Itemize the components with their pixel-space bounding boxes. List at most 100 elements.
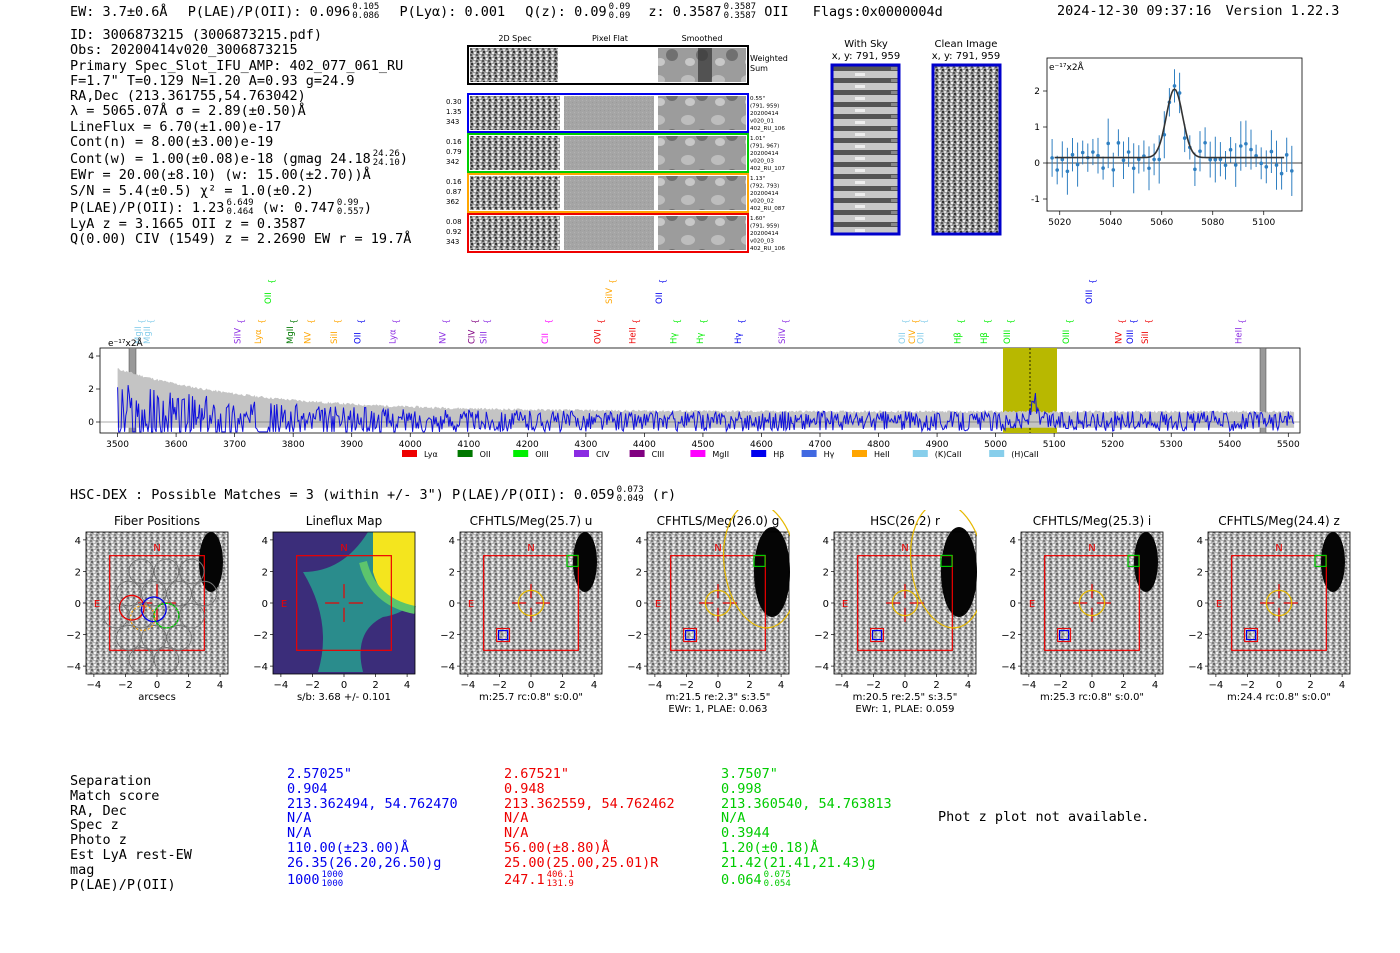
m2-plae-hi: 406.1	[546, 869, 574, 880]
emission-line-brace: {	[356, 319, 365, 324]
panel-subtitle: m:25.7 rc:0.8" s:0.0"	[479, 692, 583, 703]
m1-score: 0.904	[287, 780, 328, 797]
info-lineflux: LineFlux = 6.70(±1.00)e-17	[70, 118, 282, 135]
panel-ytick-label: −4	[1188, 662, 1203, 673]
photz-note: Phot z plot not available.	[938, 809, 1150, 825]
info-contw-hi: 24.26	[372, 149, 400, 160]
line-fit-ytick-label: -1	[1031, 195, 1040, 205]
info-plae: P(LAE)/P(OII): 1.23 6.649 0.464 (w: 0.747 0…	[70, 198, 411, 217]
fiber-stat: 0.08	[446, 218, 462, 226]
legend-swatch	[629, 450, 645, 457]
hsc-hi: 0.073	[616, 485, 644, 495]
fiber-2dspec	[470, 176, 560, 210]
line-fit-xtick-label: 5040	[1099, 218, 1122, 228]
panel-ytick-label: −4	[440, 662, 455, 673]
fiber-meta: 0.55"	[750, 96, 765, 102]
spectra-cutout-grid: 2D Spec Pixel Flat Smoothed Weighted Sum…	[446, 34, 788, 253]
col-2dspec-label: 2D Spec	[498, 34, 531, 43]
emission-line-brace: {	[658, 279, 667, 284]
north-label: N	[714, 543, 721, 554]
info-plae-end: )	[363, 199, 373, 216]
match-column-2: 2.67521" 0.948 213.362559, 54.762462 N/A…	[504, 767, 675, 889]
line-fit-point	[1126, 150, 1131, 154]
line-fit-point	[1111, 168, 1116, 172]
spectrum-unit: e⁻¹⁷x2Å	[108, 337, 144, 349]
hsc-lo: 0.049	[616, 494, 644, 504]
hsc-summary: HSC-DEX : Possible Matches = 3 (within +…	[70, 486, 676, 504]
panel-subtitle: s/b: 3.68 +/- 0.101	[297, 692, 391, 703]
match-box-green	[1127, 554, 1140, 568]
panel-xtick-label: 4	[404, 680, 410, 691]
fiber-meta: (791, 959)	[750, 224, 779, 230]
panel-ytick-label: 2	[75, 567, 81, 578]
panel-ytick-label: 2	[823, 567, 829, 578]
match-box-green	[753, 554, 766, 568]
panel-xtick-label: 2	[746, 680, 752, 691]
panel-xtick-label: 2	[559, 680, 565, 691]
col-smoothed-label: Smoothed	[682, 34, 723, 43]
emission-line-brace: {	[1065, 319, 1074, 324]
line-fit-xtick-label: 5020	[1048, 218, 1071, 228]
panel-xtick-label: −2	[866, 680, 881, 691]
imaging-panel: CFHTLS/Meg(25.3) i 4 2 0 −2 −4 −4 −2 0 2 4 N Em:25.3…	[1001, 514, 1164, 703]
panel-xtick-label: 2	[1307, 680, 1313, 691]
m1-photoz: N/A	[287, 825, 312, 842]
search-box	[109, 555, 205, 651]
panel-xtick-label: 4	[591, 680, 597, 691]
panel-xtick-label: 0	[715, 680, 721, 691]
emission-line-label: CIV	[468, 330, 478, 344]
legend-label: OIII	[535, 450, 548, 459]
panel-ytick-label: 4	[75, 536, 81, 547]
fiber-meta: v020_03	[750, 159, 774, 165]
spectrum-xtick-label: 4400	[633, 440, 656, 450]
emission-line-label: OIII	[1003, 330, 1013, 344]
panel-subtitle: m:24.4 rc:0.8" s:0.0"	[1227, 692, 1331, 703]
emission-line-label: OII	[898, 332, 908, 344]
panel-ytick-label: −2	[814, 631, 829, 642]
line-fit-point	[1208, 157, 1212, 162]
fiber-stat: 0.87	[446, 188, 462, 196]
line-fit-point	[1203, 140, 1207, 145]
header-qz: Q(z): 0.09	[525, 4, 607, 20]
line-fit-point	[1091, 150, 1095, 154]
fiber-circle	[141, 580, 167, 607]
line-fit-point	[1172, 84, 1177, 88]
emission-line-brace: {	[257, 319, 266, 324]
panel-ytick-label: 4	[823, 536, 829, 547]
emission-line-brace: {	[289, 319, 298, 324]
m2-mag: 25.00(25.00,25.01)R	[504, 854, 659, 871]
match-box-blue	[497, 629, 509, 641]
north-label: N	[340, 543, 347, 554]
fiber-circle	[103, 602, 129, 629]
emission-line-brace: {	[392, 319, 401, 324]
emission-line-brace: {	[1237, 319, 1246, 324]
spectrum-xtick-label: 3800	[282, 440, 305, 450]
emission-line-label: NV	[1114, 332, 1124, 344]
detection-aperture	[1265, 589, 1293, 617]
panel-title: CFHTLS/Meg(25.3) i	[1033, 514, 1152, 528]
emission-line-label: OII	[353, 332, 363, 344]
spectrum-xtick-label: 4300	[574, 440, 597, 450]
match-box-blue	[871, 629, 883, 641]
emission-line-brace: {	[608, 279, 617, 284]
legend-swatch	[751, 450, 767, 457]
panel-xtick-label: 0	[154, 680, 160, 691]
match-column-1: 2.57025" 0.904 213.362494, 54.762470 N/A…	[287, 767, 458, 889]
panel-ytick-label: −2	[253, 631, 268, 642]
header-timestamp: 2024-12-30 09:37:16	[1057, 3, 1212, 19]
north-label: N	[1088, 543, 1095, 554]
legend-swatch	[574, 450, 589, 457]
spectrum-xtick-label: 4900	[926, 440, 949, 450]
match-box-green	[940, 554, 953, 568]
panel-title: CFHTLS/Meg(26.0) g	[657, 514, 780, 528]
info-plae-w: (w: 0.747	[261, 199, 335, 216]
fiber-blue	[140, 596, 167, 623]
panel-ytick-label: −4	[253, 662, 268, 673]
emission-line-label: SiIV	[605, 288, 615, 304]
search-box	[1044, 555, 1140, 651]
fiber-stat: 1.35	[446, 108, 462, 116]
info-obs: Obs: 20200414v020_3006873215	[70, 42, 298, 59]
line-fit-point	[1223, 163, 1228, 168]
